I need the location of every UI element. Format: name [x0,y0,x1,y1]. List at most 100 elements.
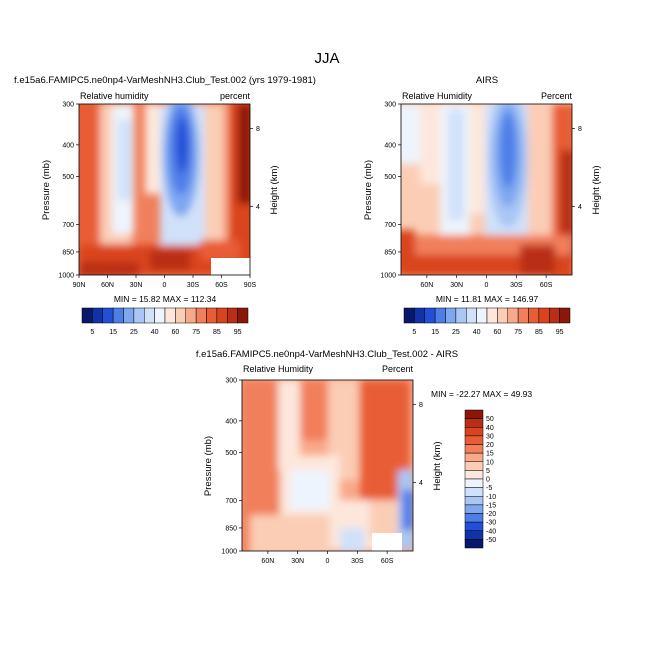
colorbar-label: -5 [486,485,492,492]
colorbar-label: 75 [514,329,522,336]
x-tick-label: 30S [351,558,364,565]
colorbar-label: 25 [452,329,460,336]
colorbar-box [434,307,446,324]
y-tick-label: 500 [62,174,74,181]
colorbar-label: 50 [486,416,494,423]
colorbar-box [464,539,484,549]
panel-model: f.e15a6.FAMIPC5.ne0np4-VarMeshNH3.Club_T… [14,75,316,336]
colorbar-box [185,307,197,324]
panel-model-ylabel-right: Height (km) [269,165,280,214]
y-tick-label: 300 [225,378,237,385]
panel-airs-stats: MIN = 11.81 MAX = 146.97 [436,294,539,304]
x-tick-label: 60N [101,282,114,289]
panel-difference-ylabel: Pressure (mb) [203,436,214,496]
y-tick-label: 850 [225,525,237,532]
y-tick-label: 500 [384,174,396,181]
colorbar-box [497,307,508,324]
colorbar-label: 60 [171,329,179,336]
colorbar-box [414,307,425,324]
y-tick-label: 500 [225,450,237,457]
colorbar-box [144,307,155,324]
colorbar-label: 30 [486,433,494,440]
y-right-tick-label: 4 [256,204,260,211]
y-tick-label: 400 [225,418,237,425]
x-tick-label: 60N [261,558,274,565]
y-right-tick-label: 4 [419,480,423,487]
panel-model-right-label: percent [220,91,251,101]
colorbar-label: -10 [486,494,496,501]
colorbar-box [464,470,484,480]
colorbar-label: 95 [556,329,564,336]
panel-model-title: f.e15a6.FAMIPC5.ne0np4-VarMeshNH3.Club_T… [14,75,316,86]
x-tick-label: 60N [420,282,433,289]
colorbar-box [112,307,124,324]
panel-model-colorbar: 5 15 25 40 60 75 85 95 [81,307,249,336]
colorbar-box [195,307,207,324]
colorbar-label: 40 [473,329,481,336]
x-tick-label: 0 [163,282,167,289]
colorbar-box [464,496,484,506]
panel-difference-axes: 300 400 500 700 850 1000 8 4 60N 30N 0 30S 60S [221,378,423,566]
y-tick-label: 700 [384,222,396,229]
colorbar-box [538,307,550,324]
colorbar-box [133,307,145,324]
colorbar-box [464,487,484,497]
colorbar-box [528,307,540,324]
panel-difference-stats: MIN = -22.27 MAX = 49.93 [431,389,532,399]
panel-difference-ylabel-right: Height (km) [432,441,443,490]
colorbar-label: 60 [493,329,501,336]
y-tick-label: 1000 [380,273,396,280]
colorbar-box [476,307,488,324]
panel-difference-right-label: Percent [382,364,414,374]
colorbar-label: 75 [192,329,200,336]
x-tick-label: 90N [73,282,86,289]
colorbar-box [517,307,529,324]
panel-airs-ylabel: Pressure (mb) [363,160,374,220]
x-tick-label: 30N [450,282,463,289]
colorbar-label: 15 [109,329,117,336]
colorbar-label: -15 [486,502,496,509]
panel-difference-topography-mask [372,533,402,551]
colorbar-label: 10 [486,459,494,466]
panel-airs-ylabel-right: Height (km) [591,165,602,214]
x-tick-label: 60S [381,558,394,565]
colorbar-box [464,521,484,531]
colorbar-label: -30 [486,520,496,527]
panel-airs-title: AIRS [476,75,498,86]
y-right-tick-label: 4 [578,204,582,211]
panel-airs-field [401,104,572,275]
colorbar-box [92,307,103,324]
panel-model-axes: 300 400 500 700 850 1000 8 4 90N 60N 30N 0 30S 60S 90S [58,102,260,290]
x-tick-label: 30N [291,558,304,565]
panel-model-left-label: Relative humidity [80,91,149,101]
colorbar-box [403,307,415,324]
colorbar-box [227,307,238,324]
colorbar-label: 5 [412,329,416,336]
colorbar-box [455,307,467,324]
colorbar-box [464,478,484,488]
x-tick-label: 30S [187,282,200,289]
x-tick-label: 0 [326,558,330,565]
y-right-tick-label: 8 [256,126,260,133]
panel-model-stats: MIN = 15.82 MAX = 112.34 [114,294,217,304]
y-tick-label: 1000 [58,273,74,280]
y-right-tick-label: 8 [578,126,582,133]
colorbar-box [154,307,166,324]
colorbar-box [164,307,176,324]
y-tick-label: 300 [62,102,74,109]
x-tick-label: 30N [130,282,143,289]
colorbar-box [464,452,484,462]
panel-airs-axes: 300 400 500 700 850 1000 8 4 60N 30N 0 30S 60S [380,102,582,290]
panel-difference-title: f.e15a6.FAMIPC5.ne0np4-VarMeshNH3.Club_T… [196,349,458,360]
x-tick-label: 60S [215,282,228,289]
y-tick-label: 850 [384,249,396,256]
colorbar-box [464,427,484,437]
x-tick-label: 30S [510,282,523,289]
panel-model-topography-mask [211,258,250,275]
colorbar-box [464,461,484,471]
colorbar-label: -20 [486,511,496,518]
panel-airs-right-label: Percent [541,91,573,101]
colorbar-label: 15 [431,329,439,336]
